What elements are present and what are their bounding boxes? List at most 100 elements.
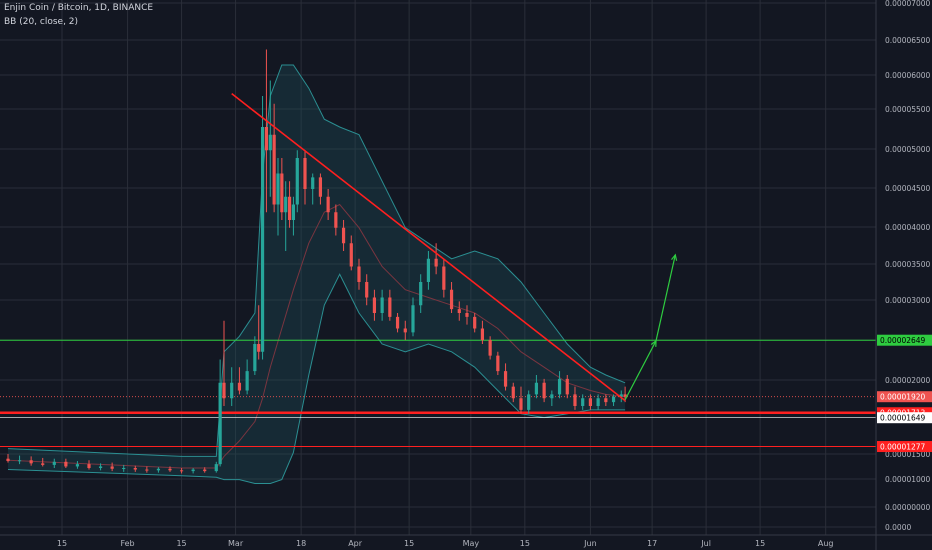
candle-body	[287, 196, 292, 220]
candle-body	[480, 328, 485, 341]
y-tick-label: 0.00006500	[885, 36, 931, 45]
bb-lower-line	[7, 273, 626, 484]
candle-body	[276, 173, 280, 205]
candle-body	[349, 243, 353, 267]
candle-body	[230, 382, 234, 399]
candle-body	[550, 394, 554, 399]
candle-body	[442, 266, 446, 290]
x-tick-label: 15	[176, 539, 186, 548]
candle-body	[291, 204, 296, 220]
candle-body	[52, 461, 56, 465]
candle-body	[403, 328, 407, 333]
candle-body	[588, 398, 593, 406]
candle-body	[527, 394, 531, 410]
x-tick-label: May	[463, 539, 480, 548]
price-tags: 0.000026490.000019200.000017130.00001649…	[877, 334, 932, 453]
candle-body	[280, 173, 284, 213]
projection-arrow-line	[624, 254, 676, 401]
candle-body	[419, 282, 423, 306]
x-tick-label: Feb	[120, 539, 134, 548]
candle-body	[64, 461, 68, 467]
projection-arrow-mid-head	[650, 339, 657, 347]
x-tick-label: Jul	[700, 539, 711, 548]
candle-body	[341, 227, 346, 244]
projection-arrow-head	[671, 253, 678, 261]
candle-body	[168, 468, 172, 471]
drawings	[231, 93, 678, 402]
candle-body	[318, 177, 323, 197]
candle-body	[488, 340, 492, 356]
candle-body	[311, 177, 315, 189]
candle-body	[6, 458, 10, 462]
descending-trendline	[231, 93, 626, 402]
chart-title: Enjin Coin / Bitcoin, 1D, BINANCE	[4, 3, 154, 13]
candle-body	[41, 463, 45, 465]
candle-body	[623, 394, 627, 397]
candle-body	[272, 134, 276, 205]
y-tick-label: 0.00007000	[885, 0, 931, 8]
y-tick-label: 0.00004500	[885, 184, 931, 193]
candle-body	[156, 468, 161, 471]
candle-body	[465, 313, 469, 317]
candle-body	[372, 297, 377, 313]
candle-body	[565, 378, 569, 395]
x-tick-label: 15	[404, 539, 414, 548]
bollinger-bands	[7, 64, 626, 484]
candle-body	[557, 378, 562, 395]
bb-basis-line	[7, 203, 626, 469]
price-tag-label: 0.00001277	[880, 443, 926, 452]
candle-body	[473, 316, 477, 329]
candle-body	[257, 344, 261, 352]
x-tick-label: 15	[755, 539, 765, 548]
candle-body	[145, 469, 149, 471]
candle-body	[334, 212, 338, 228]
candle-body	[268, 134, 272, 151]
candle-body	[503, 371, 508, 387]
price-tag-bg	[877, 412, 932, 424]
y-tick-label: 0.00003500	[885, 260, 931, 269]
y-tick-label: 0.00004000	[885, 223, 931, 232]
candle-body	[511, 386, 515, 399]
y-tick-label: 0.00006000	[885, 71, 931, 80]
price-tag-label: 0.00001649	[880, 414, 926, 423]
y-tick-label: 0.00005000	[885, 145, 931, 154]
candle-body	[326, 196, 330, 213]
candle-body	[264, 127, 269, 151]
price-scale-bg	[876, 0, 932, 550]
candle-body	[611, 396, 616, 403]
candle-body	[496, 355, 500, 372]
price-tag-label: 0.00002649	[880, 336, 926, 345]
candle-body	[218, 382, 222, 465]
candle-body	[245, 371, 249, 391]
bb-upper-line	[7, 64, 626, 457]
grid	[0, 0, 876, 535]
candle-body	[179, 470, 184, 472]
y-tick-label: 0.00001000	[885, 475, 931, 484]
x-tick-label: Aug	[818, 539, 834, 548]
candle-body	[380, 297, 384, 313]
candle-body	[122, 468, 126, 469]
x-tick-label: Mar	[228, 539, 244, 548]
candle-body	[449, 289, 454, 310]
y-tick-label: 0.0000	[885, 523, 911, 532]
candle-body	[191, 469, 195, 472]
candle-body	[295, 158, 299, 205]
y-tick-label: 0.00001500	[885, 450, 931, 459]
candle-body	[581, 398, 585, 406]
bb-fill	[8, 65, 626, 484]
y-tick-label: 0.00005500	[885, 105, 931, 114]
price-tag-bg	[877, 334, 932, 346]
x-tick-label: 17	[647, 539, 657, 548]
candle-body	[87, 464, 91, 468]
y-tick-label: 0.00000000	[885, 503, 931, 512]
candle-body	[237, 382, 242, 391]
candle-body	[457, 309, 461, 313]
candle-body	[573, 394, 577, 406]
candle-body	[411, 305, 415, 333]
candle-body	[110, 466, 114, 469]
candle-body	[542, 382, 546, 399]
candle-body	[203, 469, 207, 472]
candle-body	[253, 344, 257, 372]
